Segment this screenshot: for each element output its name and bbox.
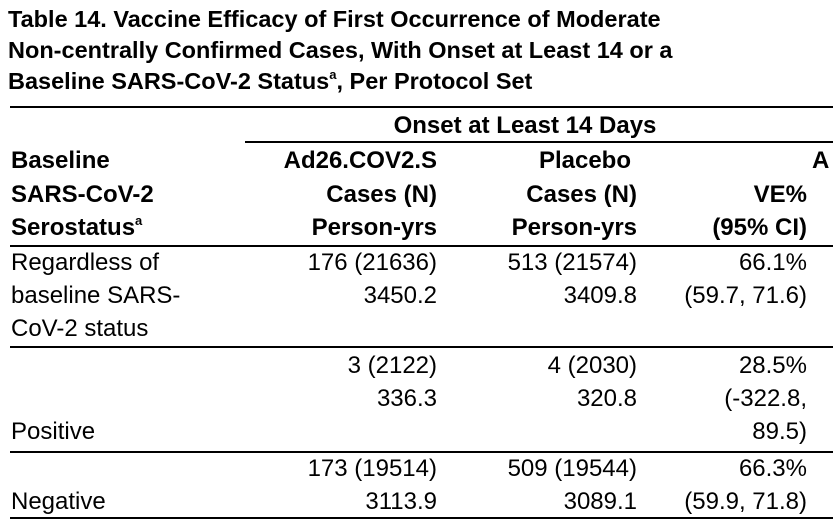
- row-positive-vaccine-cases: 3 (2122): [347, 352, 437, 379]
- bottom-rule: [10, 517, 833, 519]
- placebo-header-line-1: Placebo: [538, 147, 631, 174]
- row-negative-ve: 66.3%: [738, 455, 807, 482]
- stub-footnote-marker: a: [135, 213, 143, 228]
- stub-header-line-3-text: Serostatus: [11, 214, 136, 241]
- row-positive-placebo-cases: 4 (2030): [547, 352, 637, 379]
- placebo-header-line-3: Person-yrs: [511, 214, 637, 241]
- table-title: Table 14. Vaccine Efficacy of First Occu…: [8, 4, 833, 97]
- row-positive-ci-line-1: (-322.8,: [724, 385, 807, 412]
- stub-header-line-2: SARS-CoV-2: [11, 181, 154, 208]
- row-negative-label: Negative: [11, 488, 106, 515]
- row-regardless-label-2: baseline SARS-: [11, 282, 181, 309]
- title-footnote-marker: a: [329, 67, 337, 83]
- vaccine-header-line-2: Cases (N): [326, 181, 437, 208]
- row-regardless-placebo-personyrs: 3409.8: [563, 282, 637, 309]
- table-title-line-1: Table 14. Vaccine Efficacy of First Occu…: [8, 6, 661, 32]
- header-bottom-rule: [10, 245, 833, 247]
- row-positive-label: Positive: [11, 418, 96, 445]
- ve-header-line-2: (95% CI): [712, 214, 807, 241]
- table-title-tail: , Per Protocol Set: [336, 68, 533, 94]
- row-regardless-vaccine-cases: 176 (21636): [307, 249, 437, 276]
- vaccine-header-line-1: Ad26.COV2.S: [283, 147, 437, 174]
- row-rule-1: [10, 346, 833, 348]
- ve-header-line-1: VE%: [753, 181, 807, 208]
- table-title-line-3-text: Baseline SARS-CoV-2 Status: [8, 68, 330, 94]
- row-negative-vaccine-personyrs: 3113.9: [365, 488, 437, 515]
- vaccine-header-line-3: Person-yrs: [311, 214, 437, 241]
- stub-header-line-3: Serostatusa: [11, 213, 241, 242]
- table-title-line-3: Baseline SARS-CoV-2 Statusa, Per Protoco…: [8, 66, 833, 97]
- row-regardless-ci: (59.7, 71.6): [684, 282, 807, 309]
- row-negative-ci: (59.9, 71.8): [684, 488, 807, 515]
- row-positive-ci-line-2: 89.5): [752, 418, 807, 445]
- row-regardless-placebo-cases: 513 (21574): [507, 249, 637, 276]
- row-positive-ve: 28.5%: [738, 352, 807, 379]
- top-rule: [10, 106, 833, 108]
- row-negative-placebo-personyrs: 3089.1: [563, 488, 637, 515]
- table-title-line-2: Non-centrally Confirmed Cases, With Onse…: [8, 37, 673, 63]
- row-rule-2: [10, 451, 833, 453]
- span-header: Onset at Least 14 Days: [393, 112, 657, 139]
- placebo-header-line-2: Cases (N): [526, 181, 637, 208]
- row-positive-vaccine-personyrs: 336.3: [376, 385, 437, 412]
- cutoff-column-header: A: [812, 147, 830, 174]
- row-regardless-label-1: Regardless of: [11, 249, 160, 276]
- row-negative-vaccine-cases: 173 (19514): [307, 455, 437, 482]
- row-regardless-vaccine-personyrs: 3450.2: [363, 282, 437, 309]
- row-regardless-label-3: CoV-2 status: [11, 315, 149, 342]
- span-header-rule: [245, 141, 833, 143]
- row-negative-placebo-cases: 509 (19544): [507, 455, 637, 482]
- row-regardless-ve: 66.1%: [738, 249, 807, 276]
- row-positive-placebo-personyrs: 320.8: [576, 385, 637, 412]
- stub-header-line-1: Baseline: [11, 147, 110, 174]
